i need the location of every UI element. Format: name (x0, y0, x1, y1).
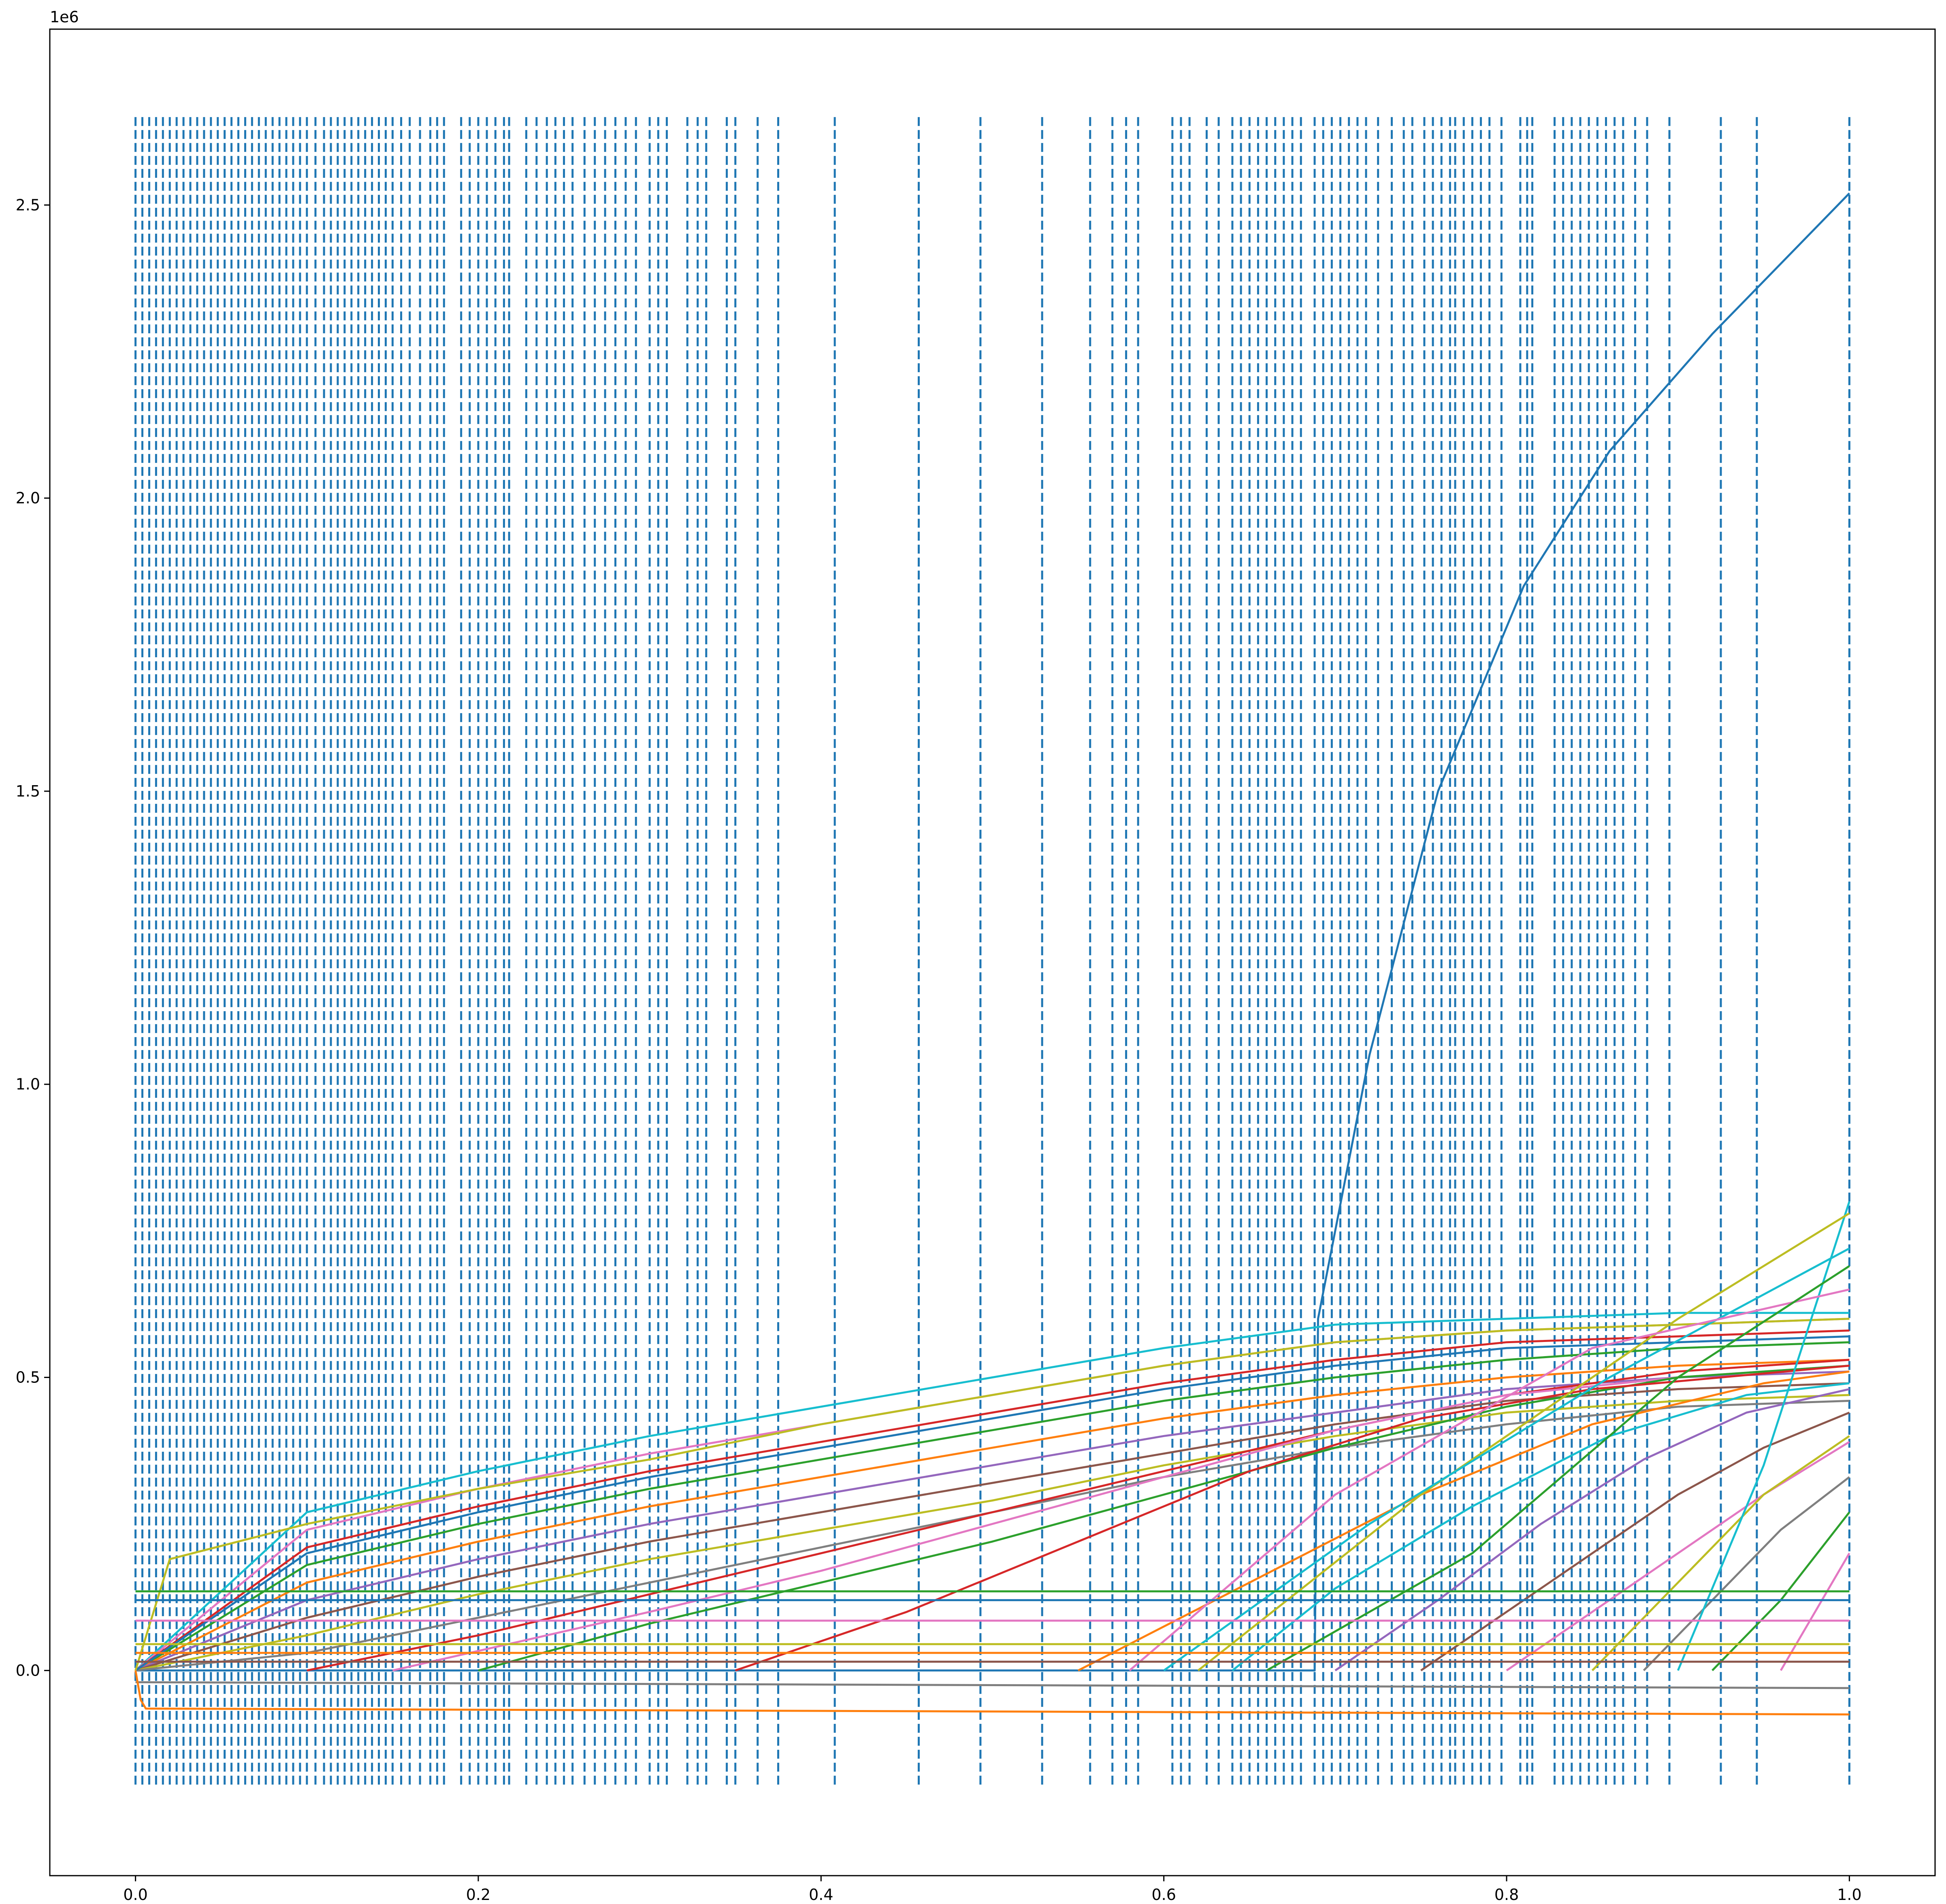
y-axis-offset-label: 1e6 (50, 8, 79, 26)
x-tick-label: 0.4 (809, 1886, 833, 1904)
series-line (134, 1318, 1850, 1671)
x-tick-label: 1.0 (1837, 1886, 1861, 1904)
series-line (735, 1365, 1850, 1672)
x-tick-label: 0.2 (466, 1886, 490, 1904)
series-line (135, 1329, 1850, 1672)
series-line (135, 1370, 1850, 1672)
series-line (1591, 1435, 1850, 1672)
series-line (307, 1359, 1850, 1672)
series-line (1334, 1388, 1850, 1672)
series-line (1163, 1247, 1850, 1672)
y-tick-label: 0.5 (16, 1369, 40, 1386)
axes-frame (49, 28, 1936, 1876)
series-line (1266, 1265, 1850, 1672)
y-tick-label: 2.5 (16, 196, 40, 214)
x-tick-label: 0.6 (1151, 1886, 1176, 1904)
series-line (135, 1394, 1850, 1672)
y-axis: 0.0 0.5 1.0 1.5 2.0 2.5 (16, 196, 50, 1679)
series-line (1643, 1476, 1850, 1672)
series-line (135, 1359, 1850, 1672)
y-tick-label: 0.0 (16, 1661, 40, 1679)
series-line (1506, 1441, 1850, 1672)
x-tick-label: 0.8 (1494, 1886, 1519, 1904)
series-line (1197, 1212, 1850, 1672)
series-line (1129, 1288, 1850, 1672)
x-tick-label: 0.0 (123, 1886, 147, 1904)
series-line (134, 1312, 1850, 1672)
y-tick-label: 1.5 (16, 782, 40, 800)
y-tick-label: 2.0 (16, 489, 40, 507)
plot-area (134, 117, 1850, 1788)
series-line (1077, 1370, 1850, 1672)
series-line (1232, 1382, 1850, 1672)
series-line (135, 192, 1850, 1672)
y-tick-label: 1.0 (16, 1076, 40, 1093)
x-axis: 0.0 0.2 0.4 0.6 0.8 1.0 (123, 1876, 1862, 1904)
series-line (134, 1670, 1850, 1716)
series-line (135, 1335, 1850, 1672)
series-line (135, 1681, 1850, 1689)
series-line (1677, 1201, 1850, 1671)
series-line (1780, 1553, 1850, 1671)
series-line (135, 1341, 1850, 1672)
series-line (392, 1365, 1850, 1672)
